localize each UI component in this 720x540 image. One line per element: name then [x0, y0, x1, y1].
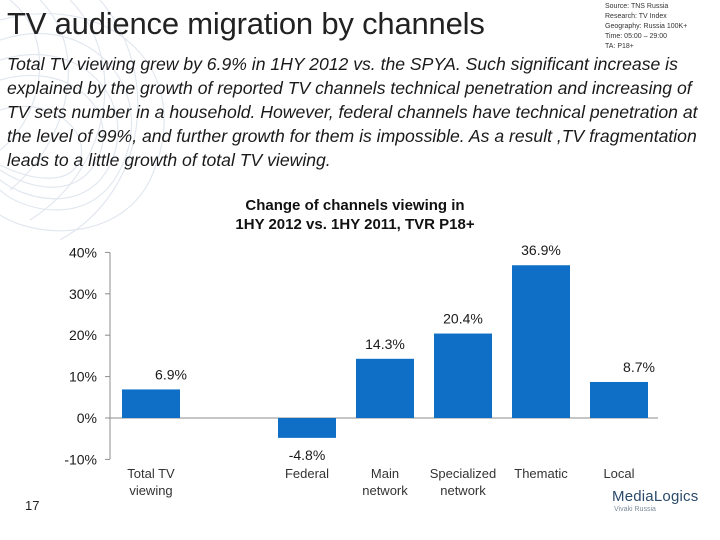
- bar-value-label: 6.9%: [155, 366, 187, 382]
- category-label: Total TV: [127, 466, 175, 481]
- y-tick-label: 20%: [69, 327, 97, 343]
- bar: [278, 418, 336, 438]
- bar: [512, 265, 570, 418]
- bar: [434, 333, 492, 418]
- logo-subtext: Vivaki Russia: [614, 506, 656, 513]
- category-label: Specialized: [430, 466, 497, 481]
- chart-title-line: Change of channels viewing in: [245, 197, 465, 214]
- category-label: network: [440, 483, 486, 498]
- y-tick-label: 10%: [69, 369, 97, 385]
- bar-value-label: -4.8%: [289, 447, 326, 463]
- category-label: Thematic: [514, 466, 568, 481]
- bar-value-label: 20.4%: [443, 311, 483, 327]
- chart-title: Change of channels viewing in 1HY 2012 v…: [205, 196, 505, 234]
- category-label: Federal: [285, 466, 329, 481]
- bar-value-label: 36.9%: [521, 242, 561, 258]
- source-note: Source: TNS Russia Research: TV Index Ge…: [605, 2, 717, 52]
- bar: [356, 358, 414, 418]
- summary-paragraph: Total TV viewing grew by 6.9% in 1HY 201…: [7, 54, 698, 170]
- bar-value-label: 8.7%: [623, 359, 655, 375]
- source-line: Geography: Russia 100K+: [605, 23, 688, 30]
- y-tick-label: 40%: [69, 244, 97, 260]
- y-tick-label: 0%: [77, 410, 97, 426]
- chart-title-line: 1HY 2012 vs. 1HY 2011, TVR P18+: [235, 216, 475, 233]
- bar: [590, 381, 648, 418]
- category-label: viewing: [129, 483, 172, 498]
- medialogics-logo: MediaLogics Vivaki Russia: [612, 488, 712, 513]
- source-line: TA: P18+: [605, 43, 634, 50]
- source-line: Source: TNS Russia: [605, 3, 669, 10]
- logo-text: MediaLogics: [612, 488, 699, 505]
- source-line: Time: 05:00 – 29:00: [605, 33, 668, 40]
- category-label: Local: [603, 466, 634, 481]
- bar-value-label: 14.3%: [365, 336, 405, 352]
- y-tick-label: 30%: [69, 286, 97, 302]
- bar: [122, 389, 180, 418]
- y-tick-label: -10%: [64, 451, 97, 467]
- category-label: Main: [371, 466, 399, 481]
- source-line: Research: TV Index: [605, 13, 667, 20]
- category-label: network: [362, 483, 408, 498]
- slide-title: TV audience migration by channels: [7, 6, 485, 41]
- page-number: 17: [25, 498, 40, 513]
